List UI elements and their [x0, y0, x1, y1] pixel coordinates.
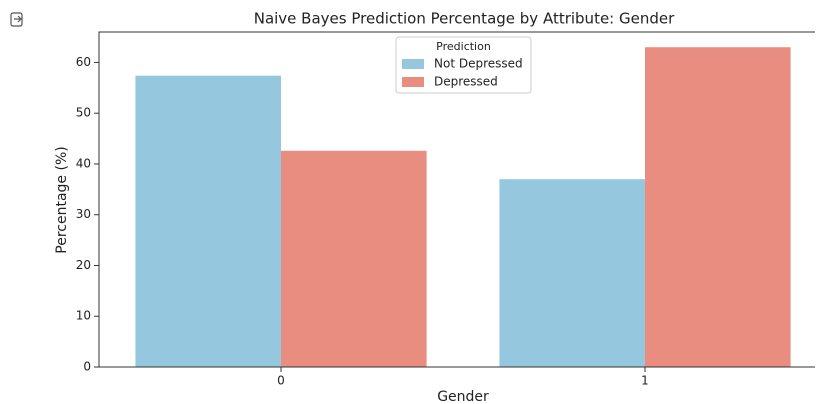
legend-box — [395, 36, 532, 94]
y-axis-label: Percentage (%) — [54, 146, 70, 253]
bar — [135, 75, 281, 367]
bar — [281, 150, 427, 367]
toolbar-icon[interactable] — [10, 12, 23, 27]
y-tick-label: 10 — [76, 309, 91, 323]
y-tick-label: 30 — [76, 207, 91, 221]
bar — [645, 47, 791, 368]
y-tick-label: 60 — [76, 55, 91, 69]
y-tick-label: 0 — [83, 360, 91, 374]
legend-title: Prediction — [436, 40, 491, 53]
y-tick-label: 20 — [76, 258, 91, 272]
chart-title: Naive Bayes Prediction Percentage by Att… — [254, 10, 675, 28]
bar — [499, 179, 645, 367]
legend-text: Not Depressed — [434, 57, 523, 71]
legend-swatch — [402, 59, 424, 69]
legend-swatch — [402, 77, 424, 87]
y-tick-label: 40 — [76, 156, 91, 170]
axes-frame — [98, 31, 815, 368]
y-tick-label: 50 — [76, 106, 91, 120]
legend-text: Depressed — [434, 75, 498, 89]
x-tick-label: 1 — [641, 374, 649, 388]
x-axis-label: Gender — [437, 389, 489, 404]
x-tick-label: 0 — [277, 374, 285, 388]
